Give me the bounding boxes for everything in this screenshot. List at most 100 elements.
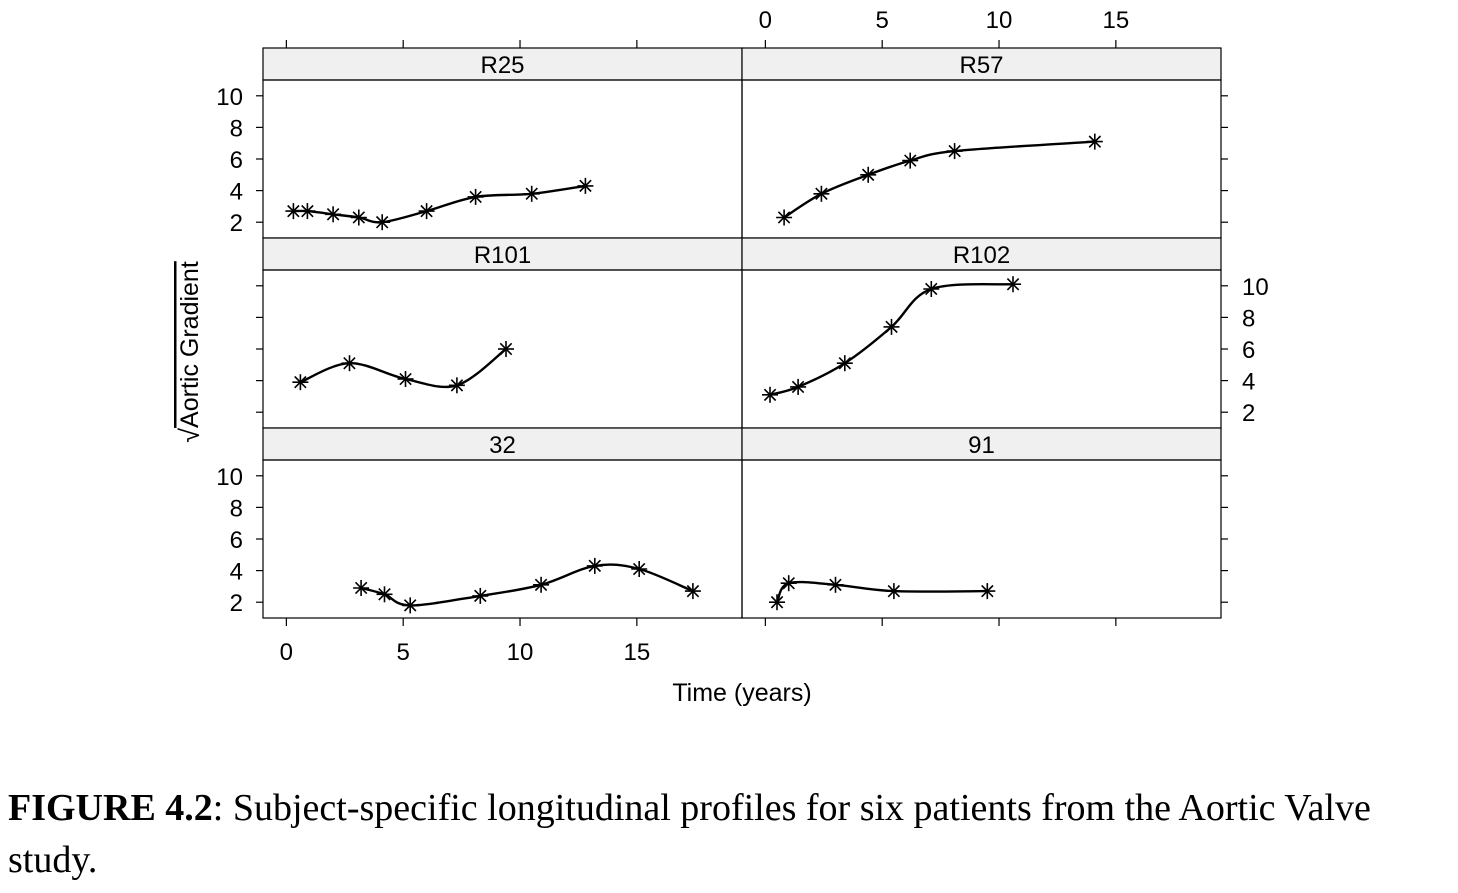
panel-strip xyxy=(741,47,1222,81)
data-point-marker xyxy=(402,597,419,614)
y-tick-label: 8 xyxy=(230,495,243,522)
data-point-stroke xyxy=(525,187,538,200)
data-point-stroke xyxy=(579,179,592,193)
data-point-marker xyxy=(883,318,900,335)
x-tick-label: 10 xyxy=(986,7,1013,34)
panel-r25: R25 2 4 6 8 10 xyxy=(216,40,743,239)
x-tick-label: 15 xyxy=(1103,7,1130,34)
data-point-marker xyxy=(353,580,370,596)
data-point-marker xyxy=(860,166,877,183)
data-point-marker xyxy=(467,188,484,205)
data-point-marker xyxy=(776,209,793,226)
panel-strip-label: 32 xyxy=(489,432,516,459)
data-point-marker xyxy=(285,203,302,220)
panel-strip xyxy=(262,47,743,81)
x-tick-label: 15 xyxy=(624,639,651,666)
data-point-marker xyxy=(325,206,342,223)
panel-frame xyxy=(741,269,1222,429)
panel-frame xyxy=(741,79,1222,239)
y-tick-label: 4 xyxy=(1242,369,1255,396)
panel-strip-label: R101 xyxy=(474,242,531,269)
data-point-stroke xyxy=(770,595,784,609)
y-axis-label-radical: √ xyxy=(175,428,205,443)
y-tick-label: 6 xyxy=(1242,337,1255,364)
data-point-marker xyxy=(684,583,701,600)
x-tick-label: 0 xyxy=(280,639,293,666)
y-tick-label: 2 xyxy=(1242,400,1255,427)
data-point-marker xyxy=(827,576,844,593)
x-tick-label: 5 xyxy=(397,639,410,666)
data-point-stroke xyxy=(499,342,513,356)
data-point-marker xyxy=(769,594,785,611)
data-point-marker xyxy=(1086,133,1103,150)
data-point-marker xyxy=(979,583,996,600)
series-line xyxy=(293,184,586,224)
panel-32: 32 2 4 6 8 10 0 5 10 15 xyxy=(216,427,743,666)
data-point-marker xyxy=(902,152,919,169)
data-point-stroke xyxy=(375,215,389,229)
figure-caption: FIGURE 4.2: Subject-specific longitudina… xyxy=(8,782,1453,886)
caption-text: : Subject-specific longitudinal profiles… xyxy=(8,787,1371,881)
data-point-marker xyxy=(790,378,807,395)
data-point-marker xyxy=(762,386,778,403)
panel-strip-label: R25 xyxy=(480,52,524,79)
data-point-stroke xyxy=(838,357,852,370)
data-point-stroke xyxy=(378,588,391,601)
y-tick-label: 8 xyxy=(1242,305,1255,332)
panel-strip xyxy=(741,237,1222,271)
data-point-stroke xyxy=(1006,278,1020,291)
y-tick-label: 6 xyxy=(230,527,243,554)
lattice-chart: R25 2 4 6 8 10 R57 0 5 10 15 R101 R102 2 4 6 8 10 32 2 4 6 8 10… xyxy=(175,7,1269,707)
data-point-stroke xyxy=(887,584,901,598)
data-point-stroke xyxy=(343,357,356,370)
panel-r102: R102 2 4 6 8 10 xyxy=(741,237,1269,429)
series-line xyxy=(775,580,988,603)
y-tick-label: 4 xyxy=(230,559,243,586)
data-point-stroke xyxy=(326,208,340,221)
panel-strip xyxy=(262,237,743,271)
y-tick-label: 10 xyxy=(216,464,243,491)
x-tick-label: 10 xyxy=(507,639,534,666)
series-line xyxy=(769,282,1014,396)
data-point-marker xyxy=(923,281,940,297)
data-point-stroke xyxy=(352,211,366,224)
y-tick-label: 2 xyxy=(230,590,243,617)
data-point-marker xyxy=(533,576,550,593)
y-tick-label: 10 xyxy=(216,84,243,111)
data-point-stroke xyxy=(632,562,646,576)
data-point-stroke xyxy=(861,168,875,182)
data-point-marker xyxy=(350,209,367,226)
data-point-stroke xyxy=(686,584,700,598)
panel-r57: R57 0 5 10 15 xyxy=(741,7,1228,239)
data-point-stroke xyxy=(815,187,828,200)
series-line xyxy=(783,140,1095,219)
data-point-stroke xyxy=(301,204,314,218)
y-axis-label-text: Aortic Gradient xyxy=(176,261,204,428)
panel-frame xyxy=(262,459,743,619)
y-tick-label: 4 xyxy=(230,179,243,206)
data-point-marker xyxy=(376,586,393,603)
caption-label: FIGURE 4.2 xyxy=(8,787,213,829)
panels-layer: R25 2 4 6 8 10 R57 0 5 10 15 R101 R102 2 4 6 8 10 32 2 4 6 8 10… xyxy=(216,7,1268,666)
x-tick-label: 0 xyxy=(759,7,772,34)
data-point-marker xyxy=(586,557,603,574)
data-point-stroke xyxy=(403,599,417,612)
data-point-stroke xyxy=(782,577,795,590)
data-point-marker xyxy=(292,374,309,391)
data-point-stroke xyxy=(354,581,368,595)
data-point-stroke xyxy=(791,380,805,394)
panel-frame xyxy=(741,459,1222,619)
panel-strip xyxy=(741,427,1222,461)
data-point-marker xyxy=(397,371,414,387)
panel-r101: R101 xyxy=(256,237,743,429)
data-point-marker xyxy=(577,177,594,194)
data-point-stroke xyxy=(399,372,412,386)
data-point-stroke xyxy=(904,154,917,167)
data-point-stroke xyxy=(287,204,300,218)
data-point-stroke xyxy=(420,204,433,218)
y-tick-label: 2 xyxy=(230,210,243,237)
data-point-stroke xyxy=(981,584,994,598)
data-point-stroke xyxy=(474,589,487,603)
x-axis-label: Time (years) xyxy=(672,679,811,707)
y-tick-label: 10 xyxy=(1242,274,1269,301)
